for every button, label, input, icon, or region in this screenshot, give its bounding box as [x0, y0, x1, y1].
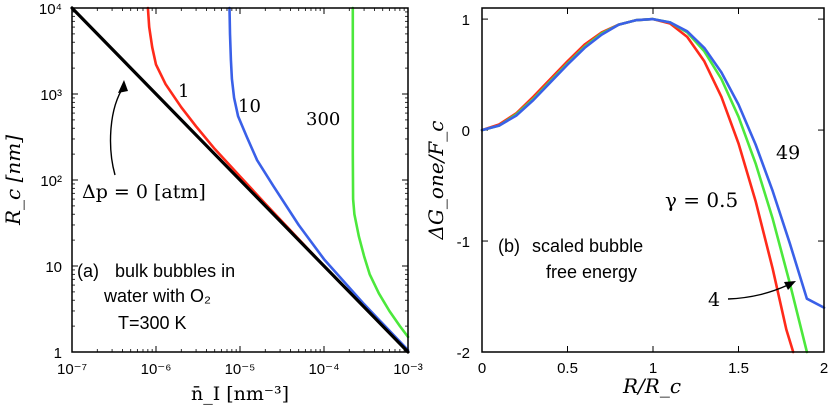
panel-a-series-300	[351, 6, 410, 339]
curve-label-10: 10	[238, 96, 261, 117]
panel-a-xtick-label: 10⁻⁵	[225, 361, 256, 378]
panel-b-ytick-label: 1	[462, 12, 470, 29]
panel-a-ytick-label: 10²	[40, 173, 62, 190]
curve-label-1: 1	[178, 81, 189, 102]
panel-b-series-4	[480, 17, 809, 354]
panel-b-xtick-label: 0.5	[557, 360, 578, 377]
panel-b-xtick-label: 0	[478, 360, 486, 377]
delta-p-arrowhead	[118, 80, 128, 93]
panel-b-xlabel: R/R_c	[622, 374, 681, 398]
gamma-label: γ = 0.5	[665, 188, 738, 212]
curve-label-300: 300	[306, 109, 340, 130]
panel-a-series--p-0-atm-	[70, 6, 410, 354]
panel-a-xtick-label: 10⁻⁷	[57, 361, 87, 378]
panel-a-frame	[71, 7, 409, 353]
panel-b-ytick-label: -2	[457, 345, 470, 362]
panel-a: 10⁻⁷ 10⁻⁶ 10⁻⁵ 10⁻⁴ 10⁻³ 1 10 10² 10³ 10⁴ R_c [nm…	[1, 1, 423, 405]
panel-b-ytick-label: 0	[462, 123, 470, 140]
delta-p-annotation: Δp = 0 [atm]	[82, 181, 206, 203]
panel-b-ytick-label: -1	[457, 234, 470, 251]
panel-a-xtick-label: 10⁻³	[393, 361, 423, 378]
panel-b-series-49	[480, 17, 826, 309]
gamma-4-arrowhead	[784, 281, 796, 290]
panel-a-ylabel-text: R_c [nm]	[1, 135, 25, 226]
panel-a-ytick-label: 10	[45, 259, 62, 276]
panel-a-ytick-label: 10³	[40, 87, 62, 104]
curve-label-49: 49	[776, 142, 800, 164]
panel-b-label: (b)	[498, 236, 520, 256]
curve-label-4: 4	[708, 289, 720, 311]
panel-a-series-10	[228, 6, 410, 352]
panel-a-caption-line2: water with O₂	[103, 286, 211, 306]
panel-a-label: (a)	[77, 261, 99, 281]
panel-b-xtick-label: 2	[820, 360, 828, 377]
panel-b-ylabel: ΔG_one/F_c	[424, 121, 448, 241]
panel-b-series--0-5	[480, 17, 795, 354]
panel-a-caption-line1: bulk bubbles in	[115, 261, 235, 281]
panel-b-caption-line2: free energy	[546, 262, 637, 282]
panel-a-xlabel: n̄_I [nm⁻³]	[191, 383, 289, 405]
panel-b-caption-line1: scaled bubble	[532, 236, 643, 256]
gamma-4-arrow	[727, 284, 789, 300]
panel-b-xtick-label: 1.5	[728, 360, 749, 377]
panel-a-ytick-label: 1	[54, 345, 62, 362]
panel-b: 0 0.5 1 1.5 2 1 0 -1 -2 ΔG_one/F_c R/R_c γ = 0.5…	[424, 7, 828, 398]
panel-b-xtick-label: 1	[649, 360, 657, 377]
panel-a-xtick-label: 10⁻⁶	[141, 361, 172, 378]
panel-a-ylabel: R_c [nm]	[1, 135, 25, 226]
delta-p-arrow	[109, 85, 125, 176]
panel-b-frame	[481, 7, 825, 353]
panel-b-ylabel-text: ΔG_one/F_c	[424, 121, 448, 241]
panel-a-caption-line3: T=300 K	[118, 313, 187, 333]
panel-a-ytick-label: 10⁴	[39, 1, 62, 18]
panel-a-xtick-label: 10⁻⁴	[308, 361, 339, 378]
